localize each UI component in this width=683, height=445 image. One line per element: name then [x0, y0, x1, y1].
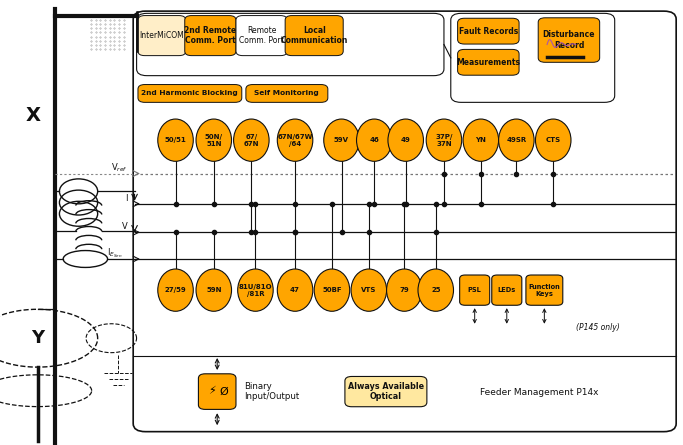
- Text: Measurements: Measurements: [456, 58, 520, 67]
- FancyBboxPatch shape: [460, 275, 490, 305]
- Text: 50N/
51N: 50N/ 51N: [205, 134, 223, 147]
- Ellipse shape: [196, 269, 232, 311]
- FancyBboxPatch shape: [345, 376, 427, 407]
- Text: 37P/
37N: 37P/ 37N: [435, 134, 453, 147]
- Text: 27/59: 27/59: [165, 287, 186, 293]
- FancyBboxPatch shape: [285, 16, 344, 56]
- Text: Ø: Ø: [219, 387, 228, 396]
- Text: Fault Records: Fault Records: [459, 27, 518, 36]
- Ellipse shape: [158, 269, 193, 311]
- FancyBboxPatch shape: [236, 16, 288, 56]
- Text: 49SR: 49SR: [506, 137, 527, 143]
- Text: 81U/81O
/81R: 81U/81O /81R: [238, 283, 273, 297]
- Text: VTS: VTS: [361, 287, 376, 293]
- Text: V: V: [122, 222, 128, 231]
- Ellipse shape: [418, 269, 454, 311]
- Ellipse shape: [426, 119, 462, 161]
- FancyBboxPatch shape: [138, 85, 242, 102]
- Text: 2nd Remote
Comm. Port: 2nd Remote Comm. Port: [184, 26, 236, 45]
- Text: (P145 only): (P145 only): [576, 323, 619, 332]
- FancyBboxPatch shape: [133, 11, 676, 432]
- Text: 47: 47: [290, 287, 300, 293]
- FancyBboxPatch shape: [451, 13, 615, 102]
- Text: Always Available
Optical: Always Available Optical: [348, 382, 424, 401]
- Text: 59N: 59N: [206, 287, 221, 293]
- Text: ⚡: ⚡: [208, 387, 215, 396]
- Text: I: I: [125, 194, 128, 203]
- Ellipse shape: [387, 269, 422, 311]
- Text: Function
Keys: Function Keys: [529, 283, 560, 297]
- FancyBboxPatch shape: [246, 85, 328, 102]
- FancyBboxPatch shape: [538, 18, 600, 62]
- FancyBboxPatch shape: [137, 13, 444, 76]
- Text: 50/51: 50/51: [165, 137, 186, 143]
- Text: Remote
Comm. Port: Remote Comm. Port: [239, 26, 284, 45]
- Text: Y: Y: [31, 329, 44, 347]
- Text: LEDs: LEDs: [498, 287, 516, 293]
- Text: 2nd Harmonic Blocking: 2nd Harmonic Blocking: [141, 90, 238, 97]
- Text: 59V: 59V: [334, 137, 349, 143]
- Ellipse shape: [238, 269, 273, 311]
- Text: Self Monitoring: Self Monitoring: [255, 90, 319, 97]
- Ellipse shape: [388, 119, 423, 161]
- Ellipse shape: [499, 119, 534, 161]
- Text: 79: 79: [400, 287, 409, 293]
- Text: 67/
67N: 67/ 67N: [244, 134, 259, 147]
- Ellipse shape: [277, 119, 313, 161]
- Text: Disturbance
Record: Disturbance Record: [543, 30, 595, 50]
- Text: 25: 25: [431, 287, 441, 293]
- Text: Binary
Input/Output: Binary Input/Output: [245, 382, 299, 401]
- Ellipse shape: [535, 119, 571, 161]
- FancyBboxPatch shape: [184, 16, 236, 56]
- Ellipse shape: [357, 119, 392, 161]
- Ellipse shape: [324, 119, 359, 161]
- Text: PSL: PSL: [468, 287, 482, 293]
- Ellipse shape: [196, 119, 232, 161]
- FancyBboxPatch shape: [492, 275, 522, 305]
- Text: InterMiCOM: InterMiCOM: [139, 31, 184, 40]
- Text: 67N/67W
/64: 67N/67W /64: [277, 134, 313, 147]
- FancyBboxPatch shape: [138, 16, 186, 56]
- Ellipse shape: [314, 269, 350, 311]
- Text: X: X: [25, 106, 40, 125]
- Ellipse shape: [158, 119, 193, 161]
- FancyBboxPatch shape: [526, 275, 563, 305]
- Ellipse shape: [234, 119, 269, 161]
- Ellipse shape: [351, 269, 387, 311]
- Text: YN: YN: [475, 137, 486, 143]
- Ellipse shape: [277, 269, 313, 311]
- Text: Local
Communication: Local Communication: [281, 26, 348, 45]
- Text: V$_{ref}$: V$_{ref}$: [111, 162, 128, 174]
- Text: 49: 49: [401, 137, 410, 143]
- Text: Feeder Management P14x: Feeder Management P14x: [480, 388, 599, 397]
- Text: I$_{E_{Sen}}$: I$_{E_{Sen}}$: [107, 247, 123, 260]
- FancyBboxPatch shape: [198, 374, 236, 409]
- Text: 46: 46: [370, 137, 379, 143]
- FancyBboxPatch shape: [458, 18, 519, 44]
- Text: CTS: CTS: [546, 137, 561, 143]
- Ellipse shape: [463, 119, 499, 161]
- Text: 50BF: 50BF: [322, 287, 342, 293]
- FancyBboxPatch shape: [458, 49, 519, 75]
